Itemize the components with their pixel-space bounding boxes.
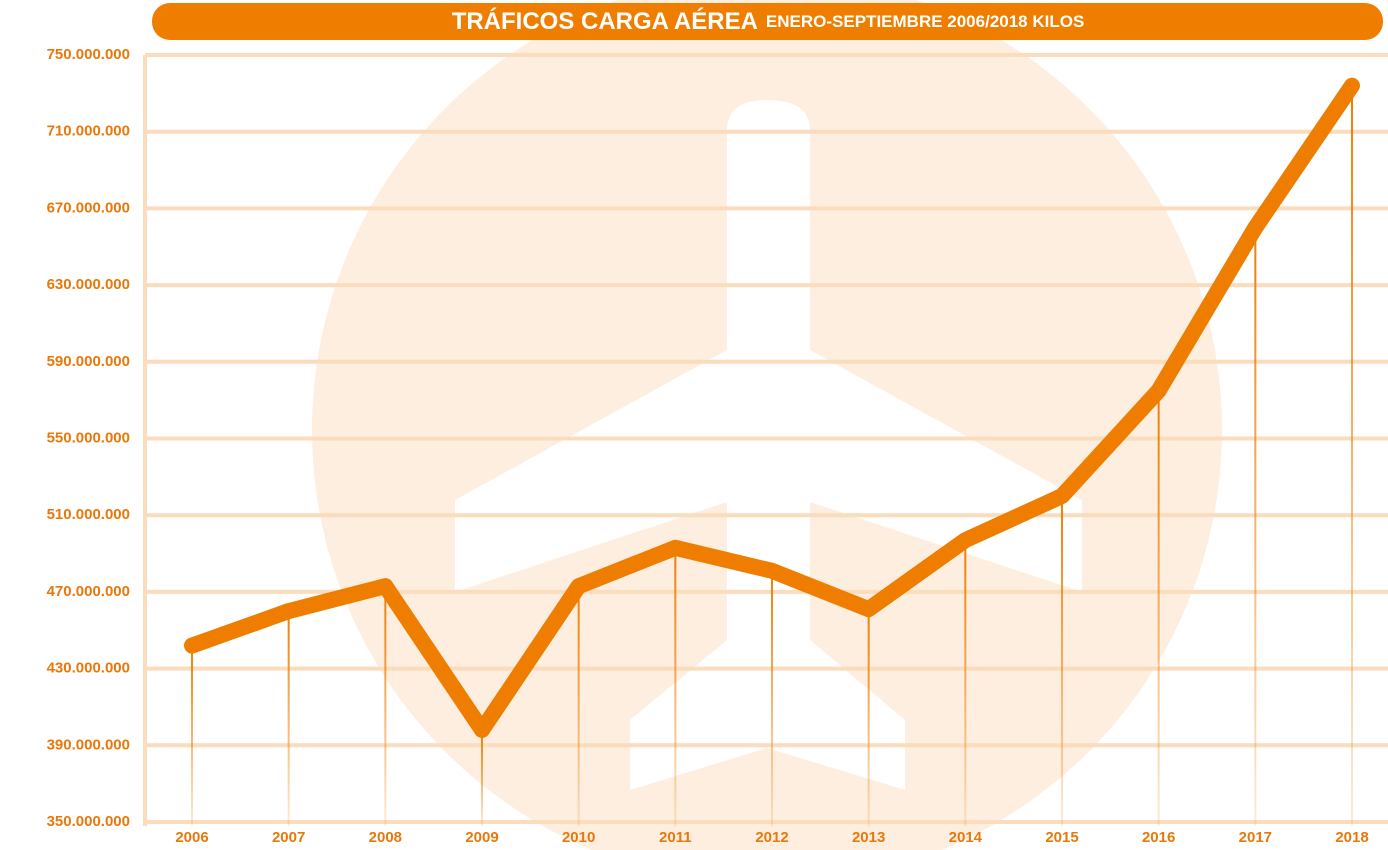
y-tick-label: 550.000.000 <box>47 429 130 446</box>
x-tick-label: 2012 <box>755 829 788 846</box>
drop-line <box>481 729 483 826</box>
drop-line <box>1061 496 1063 826</box>
x-tick-label: 2013 <box>852 829 885 846</box>
drop-line <box>1254 227 1257 826</box>
x-tick-label: 2016 <box>1142 829 1175 846</box>
y-tick-label: 390.000.000 <box>47 736 130 753</box>
x-tick-label: 2014 <box>949 829 983 846</box>
drop-line <box>771 570 773 826</box>
x-tick-label: 2008 <box>369 829 402 846</box>
x-tick-label: 2011 <box>659 829 692 846</box>
y-tick-label: 630.000.000 <box>47 276 130 293</box>
x-tick-label: 2015 <box>1045 829 1078 846</box>
y-tick-label: 510.000.000 <box>47 506 130 523</box>
y-tick-label: 670.000.000 <box>47 199 130 216</box>
subtitle: ENERO-SEPTIEMBRE 2006/2018 KILOS <box>766 12 1084 31</box>
drop-line <box>1157 390 1160 826</box>
title-bar <box>152 3 1383 40</box>
drop-line <box>287 611 290 826</box>
drop-line <box>964 540 967 826</box>
drop-line <box>191 645 193 826</box>
y-tick-label: 590.000.000 <box>47 353 130 370</box>
x-tick-label: 2006 <box>175 829 208 846</box>
y-tick-label: 750.000.000 <box>47 46 130 63</box>
y-tick-label: 350.000.000 <box>47 813 130 830</box>
line <box>184 77 1360 738</box>
y-tick-label: 710.000.000 <box>47 123 130 140</box>
drop-line <box>674 547 677 826</box>
y-tick-label: 470.000.000 <box>47 583 130 600</box>
drop-line <box>384 586 387 826</box>
x-tick-label: 2007 <box>272 829 305 846</box>
background-emblem <box>312 0 1222 850</box>
x-tick-label: 2018 <box>1335 829 1368 846</box>
drop-line <box>577 586 580 826</box>
x-tick-label: 2010 <box>562 829 595 846</box>
x-tick-label: 2009 <box>465 829 498 846</box>
title: TRÁFICOS CARGA AÉREA <box>452 7 758 35</box>
drop-line <box>867 609 870 826</box>
drop-line <box>1351 85 1353 827</box>
x-tick-label: 2017 <box>1239 829 1272 846</box>
chart-title: TRÁFICOS CARGA AÉREA ENERO-SEPTIEMBRE 200… <box>452 7 1085 35</box>
y-tick-label: 430.000.000 <box>47 660 130 677</box>
